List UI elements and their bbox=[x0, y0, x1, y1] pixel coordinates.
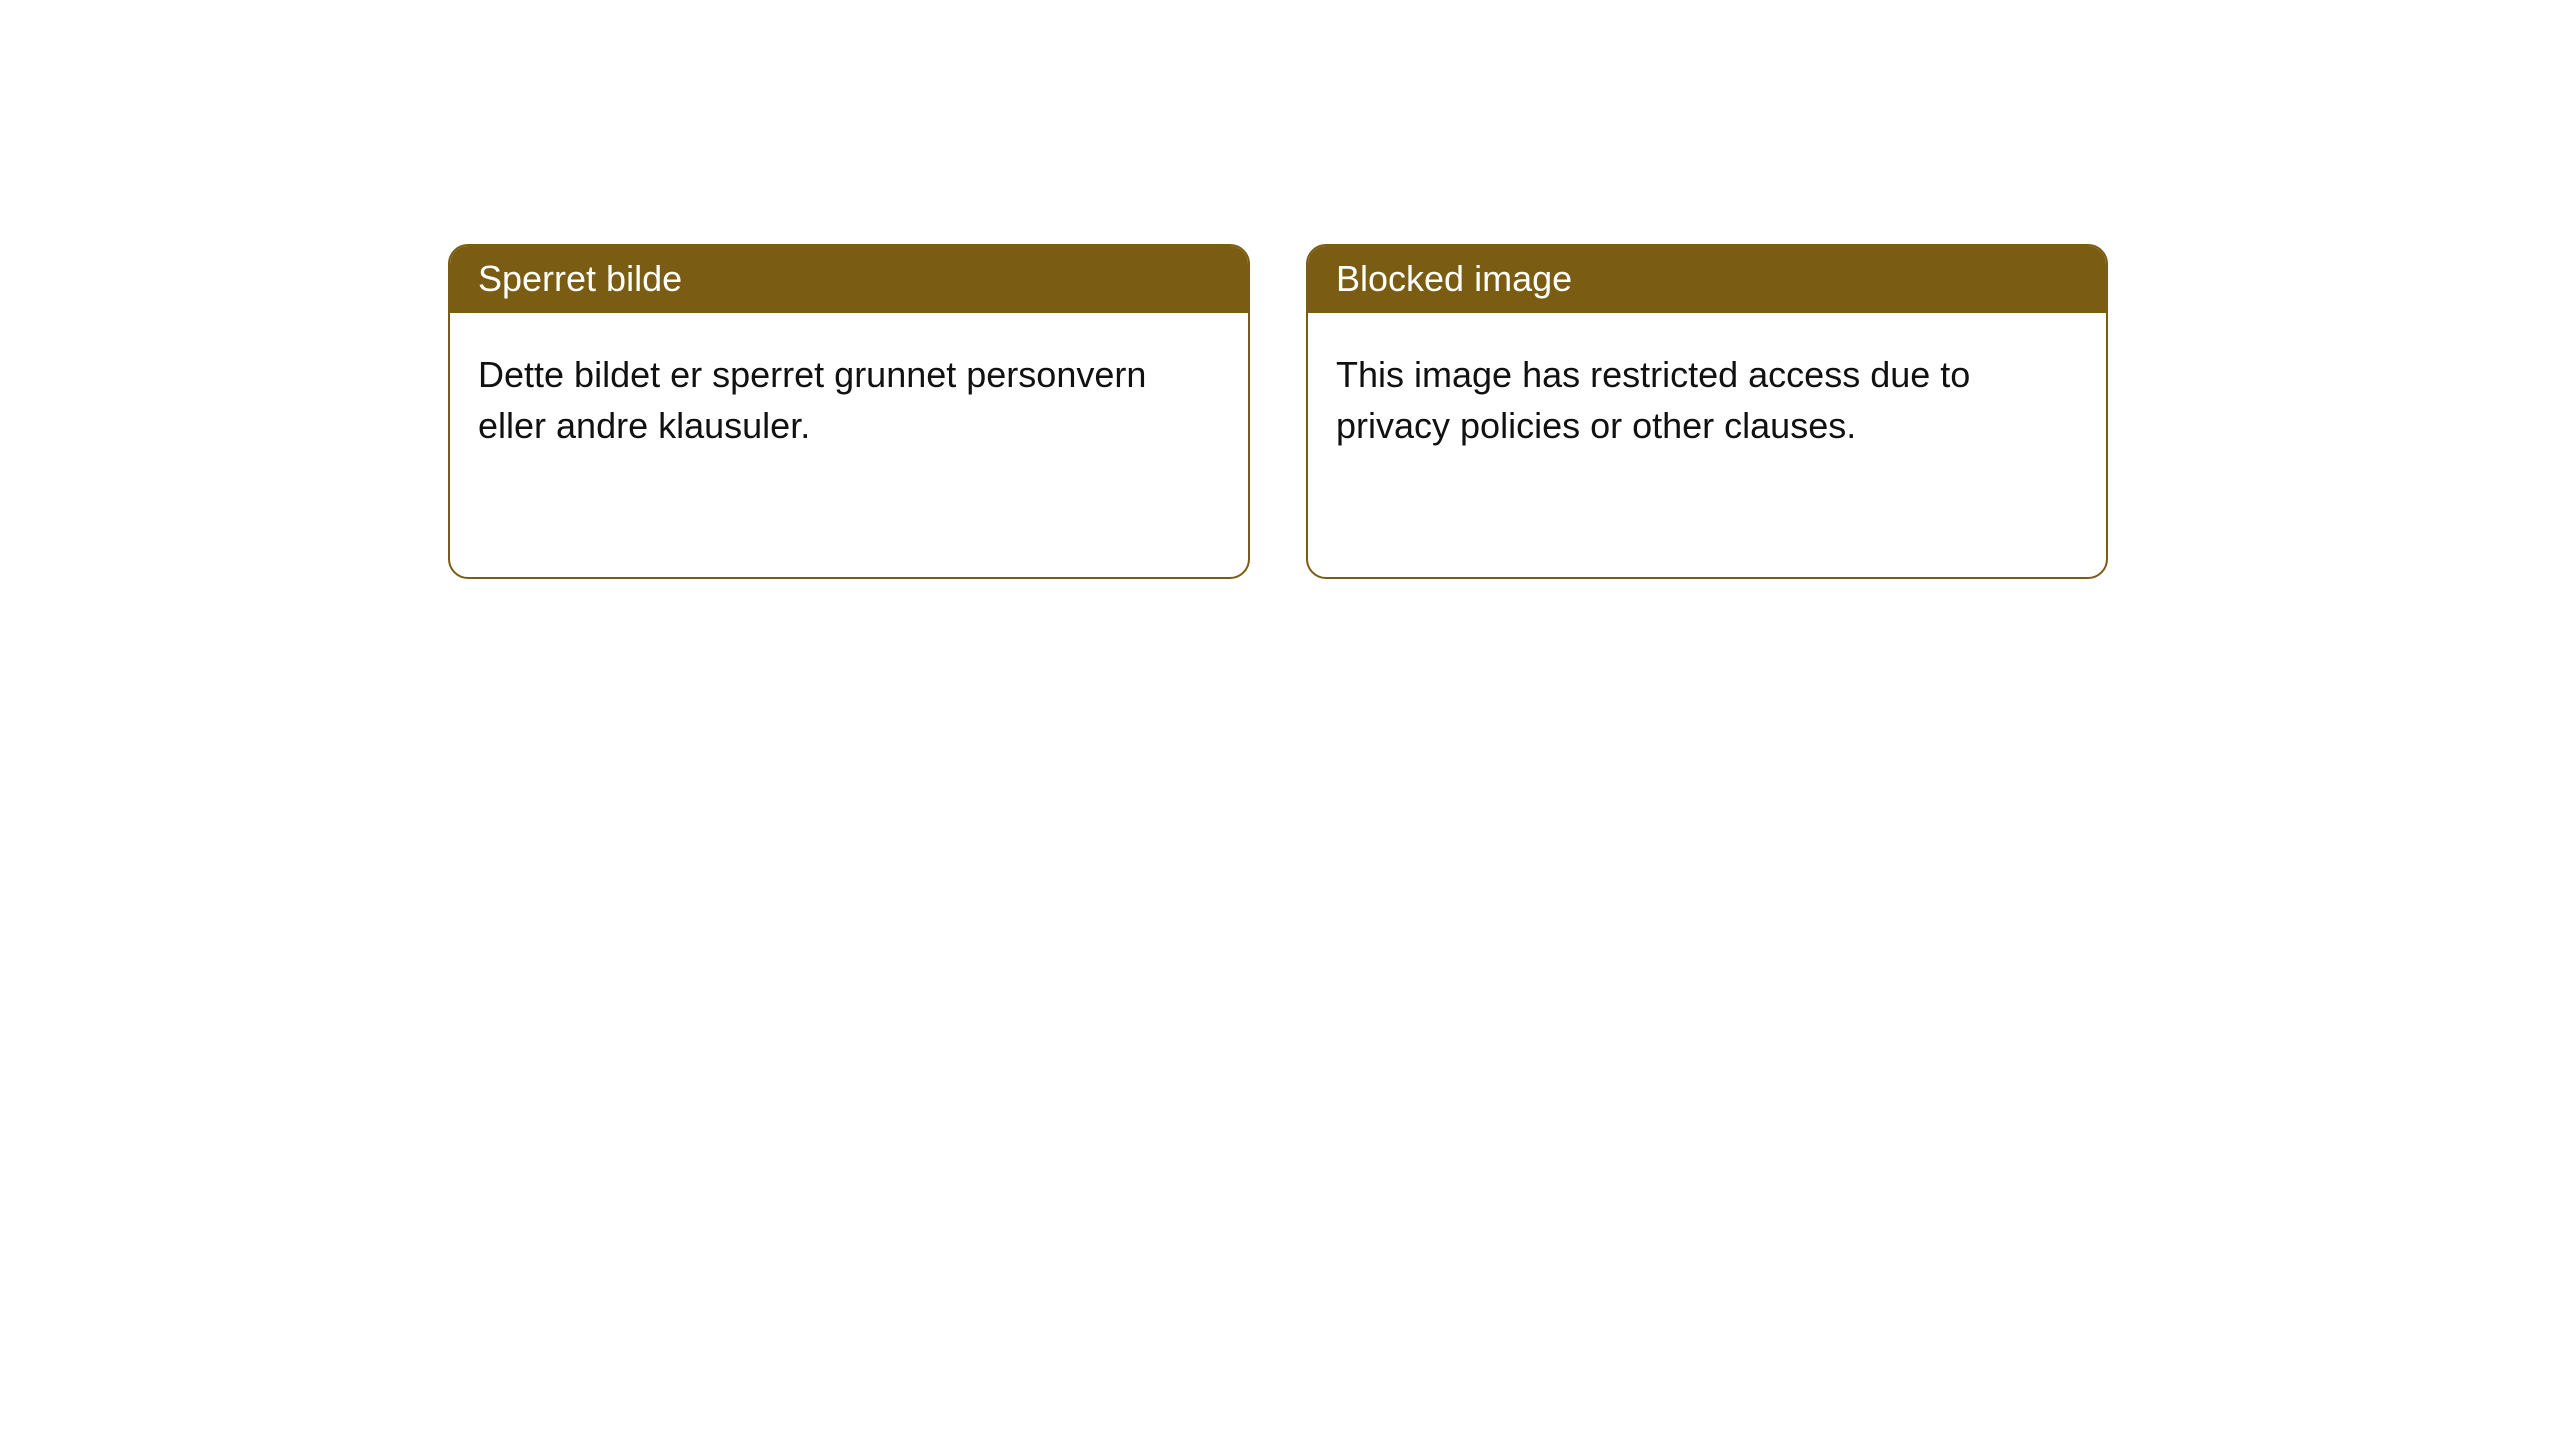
card-body: This image has restricted access due to … bbox=[1308, 313, 2106, 577]
notice-container: Sperret bilde Dette bildet er sperret gr… bbox=[0, 0, 2560, 579]
card-header: Sperret bilde bbox=[450, 246, 1248, 313]
card-header: Blocked image bbox=[1308, 246, 2106, 313]
card-title: Blocked image bbox=[1336, 258, 1572, 299]
card-body: Dette bildet er sperret grunnet personve… bbox=[450, 313, 1248, 577]
card-body-text: Dette bildet er sperret grunnet personve… bbox=[478, 354, 1146, 446]
card-title: Sperret bilde bbox=[478, 258, 682, 299]
notice-card-norwegian: Sperret bilde Dette bildet er sperret gr… bbox=[448, 244, 1250, 579]
notice-card-english: Blocked image This image has restricted … bbox=[1306, 244, 2108, 579]
card-body-text: This image has restricted access due to … bbox=[1336, 354, 1970, 446]
